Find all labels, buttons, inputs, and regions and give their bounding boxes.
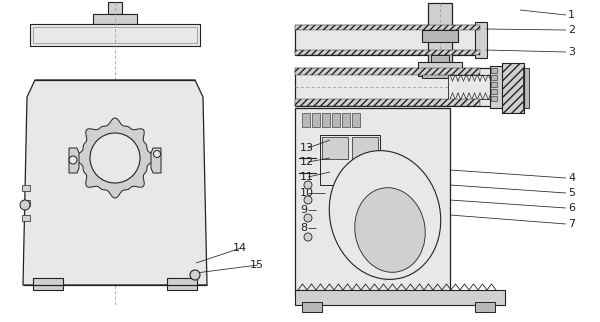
Bar: [30, 24, 200, 46]
Bar: [523, 68, 529, 108]
Bar: [93, 14, 137, 24]
Bar: [418, 62, 462, 76]
Bar: [475, 302, 495, 312]
Text: 5: 5: [568, 188, 575, 198]
Bar: [322, 113, 330, 127]
Bar: [332, 113, 340, 127]
Bar: [422, 30, 458, 42]
Bar: [295, 50, 480, 55]
Bar: [342, 113, 350, 127]
Text: 13: 13: [300, 143, 314, 153]
Circle shape: [20, 200, 30, 210]
Circle shape: [90, 133, 140, 183]
Bar: [491, 82, 497, 87]
Bar: [502, 63, 524, 113]
Bar: [295, 25, 480, 55]
Bar: [352, 113, 360, 127]
Bar: [22, 215, 30, 221]
Text: 9: 9: [300, 205, 307, 215]
Bar: [491, 68, 497, 73]
Bar: [302, 302, 322, 312]
Text: 4: 4: [568, 173, 575, 183]
Circle shape: [304, 181, 312, 189]
Bar: [475, 22, 487, 58]
Text: 6: 6: [568, 203, 575, 213]
Bar: [490, 66, 504, 108]
Bar: [295, 68, 515, 106]
Ellipse shape: [329, 151, 441, 279]
Text: 7: 7: [568, 219, 575, 229]
Bar: [33, 278, 63, 290]
Bar: [295, 25, 480, 30]
Bar: [322, 137, 348, 159]
Ellipse shape: [355, 188, 425, 272]
Bar: [312, 113, 320, 127]
Polygon shape: [69, 148, 79, 173]
Bar: [302, 113, 310, 127]
Bar: [33, 27, 197, 43]
Bar: [22, 185, 30, 191]
Text: 2: 2: [568, 25, 575, 35]
Bar: [167, 278, 197, 290]
Bar: [295, 108, 450, 293]
Polygon shape: [23, 80, 207, 285]
Bar: [431, 55, 449, 63]
Circle shape: [304, 196, 312, 204]
Bar: [491, 89, 497, 94]
Circle shape: [154, 150, 161, 157]
Text: 12: 12: [300, 157, 314, 167]
Circle shape: [69, 156, 77, 164]
Bar: [491, 75, 497, 80]
Circle shape: [190, 270, 200, 280]
Bar: [448, 75, 498, 99]
Text: 14: 14: [233, 243, 247, 253]
Text: 8: 8: [300, 223, 307, 233]
Bar: [422, 68, 458, 78]
Bar: [22, 200, 30, 206]
Text: 10: 10: [300, 188, 314, 198]
Bar: [502, 63, 524, 113]
Bar: [295, 99, 480, 106]
Text: 11: 11: [300, 172, 314, 182]
Bar: [491, 96, 497, 101]
Polygon shape: [75, 118, 155, 198]
Bar: [320, 135, 380, 185]
Bar: [352, 137, 378, 159]
Text: 3: 3: [568, 47, 575, 57]
Circle shape: [304, 233, 312, 241]
Text: 1: 1: [568, 10, 575, 20]
Bar: [108, 2, 122, 14]
Bar: [295, 290, 505, 305]
Circle shape: [304, 214, 312, 222]
Bar: [428, 3, 452, 63]
Text: 15: 15: [250, 260, 264, 270]
Polygon shape: [151, 148, 161, 173]
Bar: [295, 68, 480, 75]
